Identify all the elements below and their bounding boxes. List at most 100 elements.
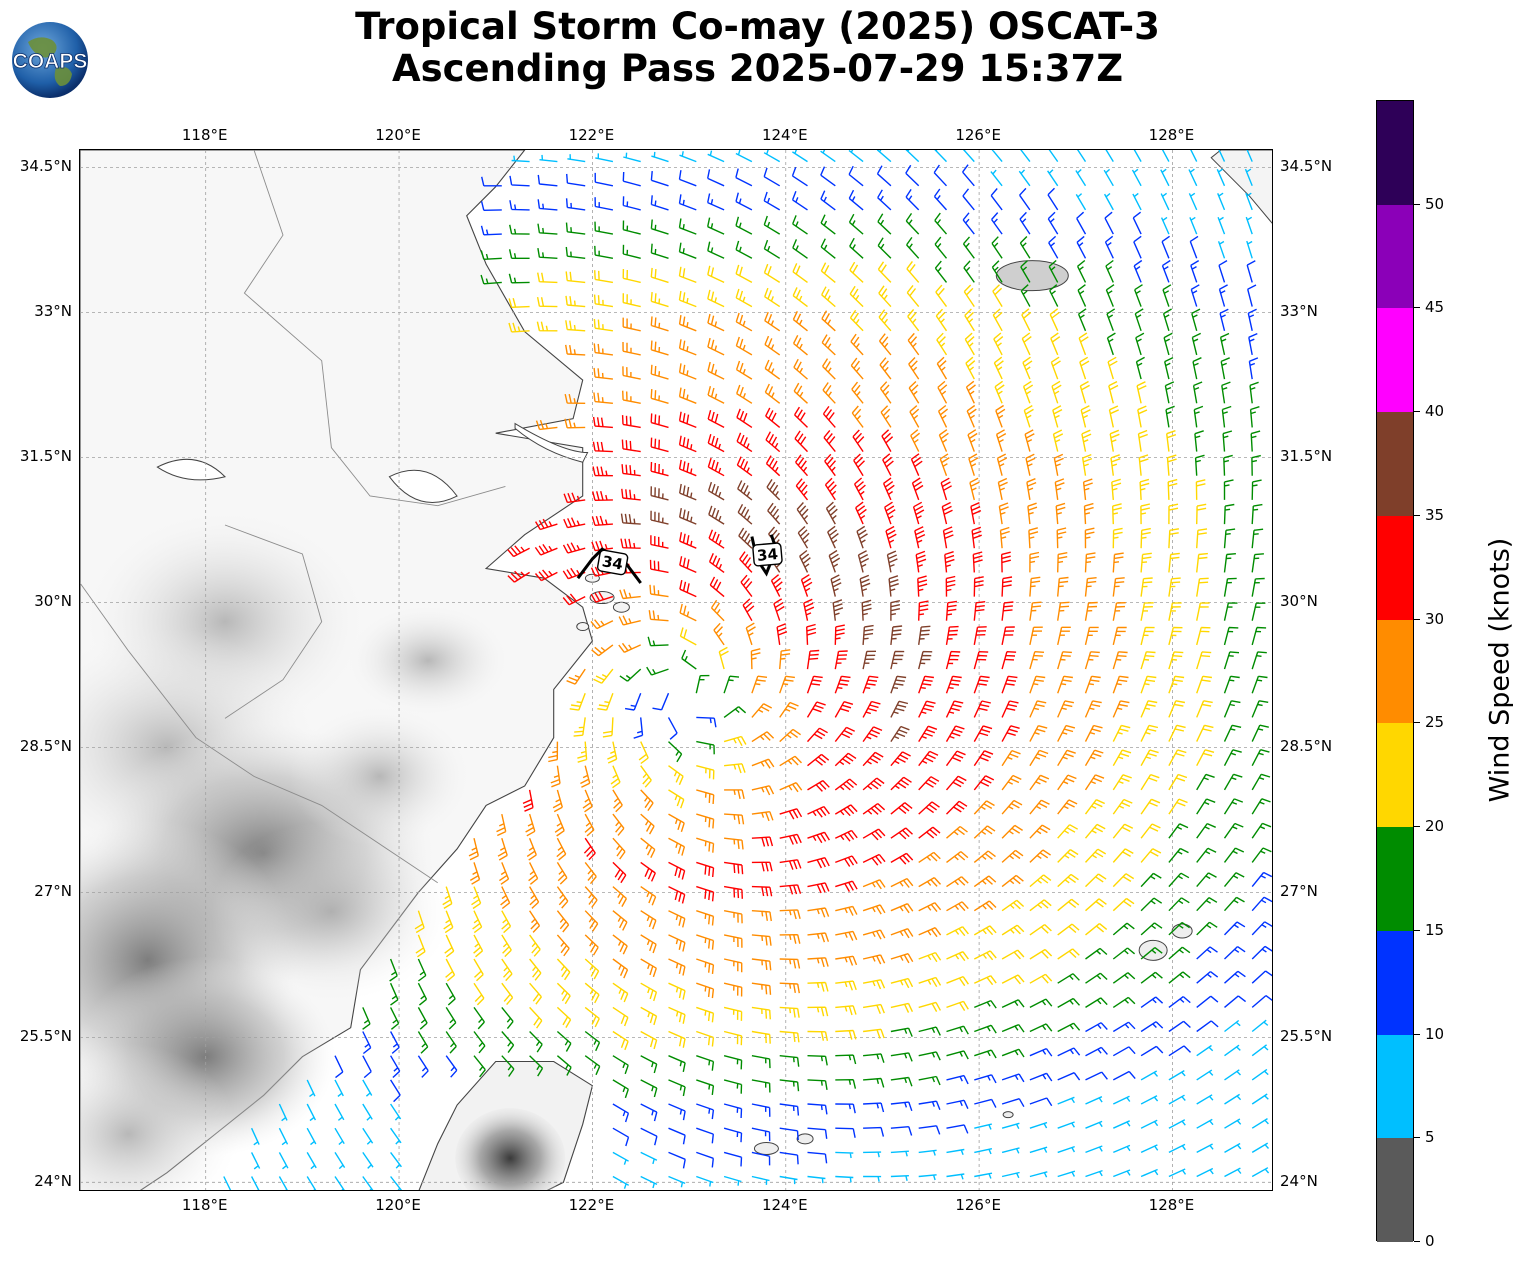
wind-barb [679, 603, 697, 622]
wind-barb [1112, 724, 1131, 742]
colorbar-tick [1414, 618, 1420, 620]
wind-barb [1192, 357, 1202, 380]
wind-barb [678, 411, 697, 429]
wind-barb [602, 717, 614, 738]
map-panel[interactable]: 34 34 [79, 149, 1273, 1191]
wind-barb [473, 934, 484, 958]
wind-barb [556, 982, 571, 1005]
wind-barb [973, 925, 997, 936]
wind-barb [890, 802, 913, 815]
colorbar-tick-label: 20 [1425, 817, 1445, 836]
wind-barb [779, 1079, 800, 1092]
wind-barb [792, 215, 808, 235]
wind-barb [1057, 651, 1072, 670]
wind-barb [862, 650, 877, 670]
map-canvas[interactable]: 34 34 [80, 150, 1273, 1191]
lon-tick-label-bottom: 128°E [1148, 1196, 1195, 1214]
wind-barb [707, 169, 725, 187]
wind-barb [724, 763, 746, 774]
wind-barb [863, 1028, 885, 1039]
wind-barb [834, 701, 854, 718]
wind-barb [667, 717, 678, 740]
wind-barb [835, 880, 858, 892]
wind-barb [723, 934, 743, 948]
wind-barb [1223, 749, 1242, 767]
wind-barb [696, 958, 715, 974]
wind-barb [1135, 332, 1145, 356]
wind-barb [906, 260, 920, 283]
wind-barb [707, 457, 725, 477]
wind-barb [966, 404, 977, 428]
wind-barb [445, 958, 456, 982]
wind-barb [612, 1175, 630, 1189]
wind-barb [736, 432, 753, 453]
wind-barb [696, 1103, 715, 1120]
wind-barb [807, 780, 830, 792]
wind-barb [886, 550, 898, 573]
wind-barb [888, 575, 899, 597]
wind-barb [835, 1127, 856, 1138]
wind-barb [650, 316, 669, 332]
wind-barb [1140, 1168, 1159, 1178]
wind-barb [862, 954, 886, 965]
wind-barb [1135, 356, 1145, 380]
wind-barb [1196, 626, 1211, 646]
wind-barb [390, 1127, 402, 1145]
wind-barb [807, 857, 830, 869]
wind-barb [1196, 1069, 1214, 1081]
wind-barb [473, 958, 484, 982]
wind-barb [534, 569, 558, 582]
wind-barb [1223, 553, 1236, 573]
wind-barb [834, 778, 858, 791]
wind-barb [529, 982, 542, 1005]
wind-barb [945, 725, 965, 742]
wind-barb [946, 1074, 969, 1085]
wind-barb [934, 236, 948, 259]
lat-tick-label-left: 30°N [34, 592, 72, 611]
wind-barb [1057, 1170, 1076, 1178]
wind-barb [779, 782, 803, 793]
wind-barb [1001, 1098, 1025, 1108]
wind-barb [556, 862, 568, 885]
wind-barb [946, 1173, 965, 1180]
wind-barb [668, 1151, 686, 1169]
wind-barb [779, 1030, 800, 1043]
wind-barb [1140, 996, 1164, 1008]
wind-barb [417, 1031, 429, 1054]
wind-barb [1134, 308, 1144, 332]
wind-barb [678, 170, 697, 187]
wind-barb [974, 1024, 997, 1034]
wind-barb [1251, 626, 1267, 646]
wind-barb [612, 1006, 629, 1027]
wind-barb [1140, 503, 1151, 525]
wind-barb [1164, 356, 1174, 380]
wind-barb [878, 309, 892, 332]
wind-barb [1140, 971, 1163, 984]
wind-barb [1057, 997, 1081, 1009]
wind-barb [1049, 308, 1060, 332]
wind-barb [946, 975, 969, 987]
colorbar-segment [1377, 930, 1413, 1035]
wind-barb [723, 1175, 742, 1186]
wind-barb [915, 550, 927, 573]
wind-barb [1076, 211, 1087, 235]
colorbar-tick [1414, 929, 1420, 931]
lon-tick-label-bottom: 124°E [761, 1196, 808, 1214]
wind-barb [779, 755, 802, 767]
wind-barb [918, 951, 942, 963]
wind-barb [509, 224, 530, 235]
wind-barb [779, 859, 802, 870]
wind-barb [827, 525, 839, 549]
wind-barb [973, 900, 997, 912]
wind-barb [612, 958, 629, 979]
wind-barb [834, 752, 857, 767]
wind-barb [622, 244, 641, 259]
wind-barb [918, 801, 940, 815]
wind-barb [590, 565, 614, 577]
wind-barbs [223, 150, 1272, 1190]
wind-barb [1251, 921, 1272, 936]
wind-barb [1021, 332, 1032, 356]
wind-barb [751, 836, 774, 847]
wind-barb [862, 1003, 885, 1015]
lat-tick-label-left: 31.5°N [19, 447, 72, 466]
